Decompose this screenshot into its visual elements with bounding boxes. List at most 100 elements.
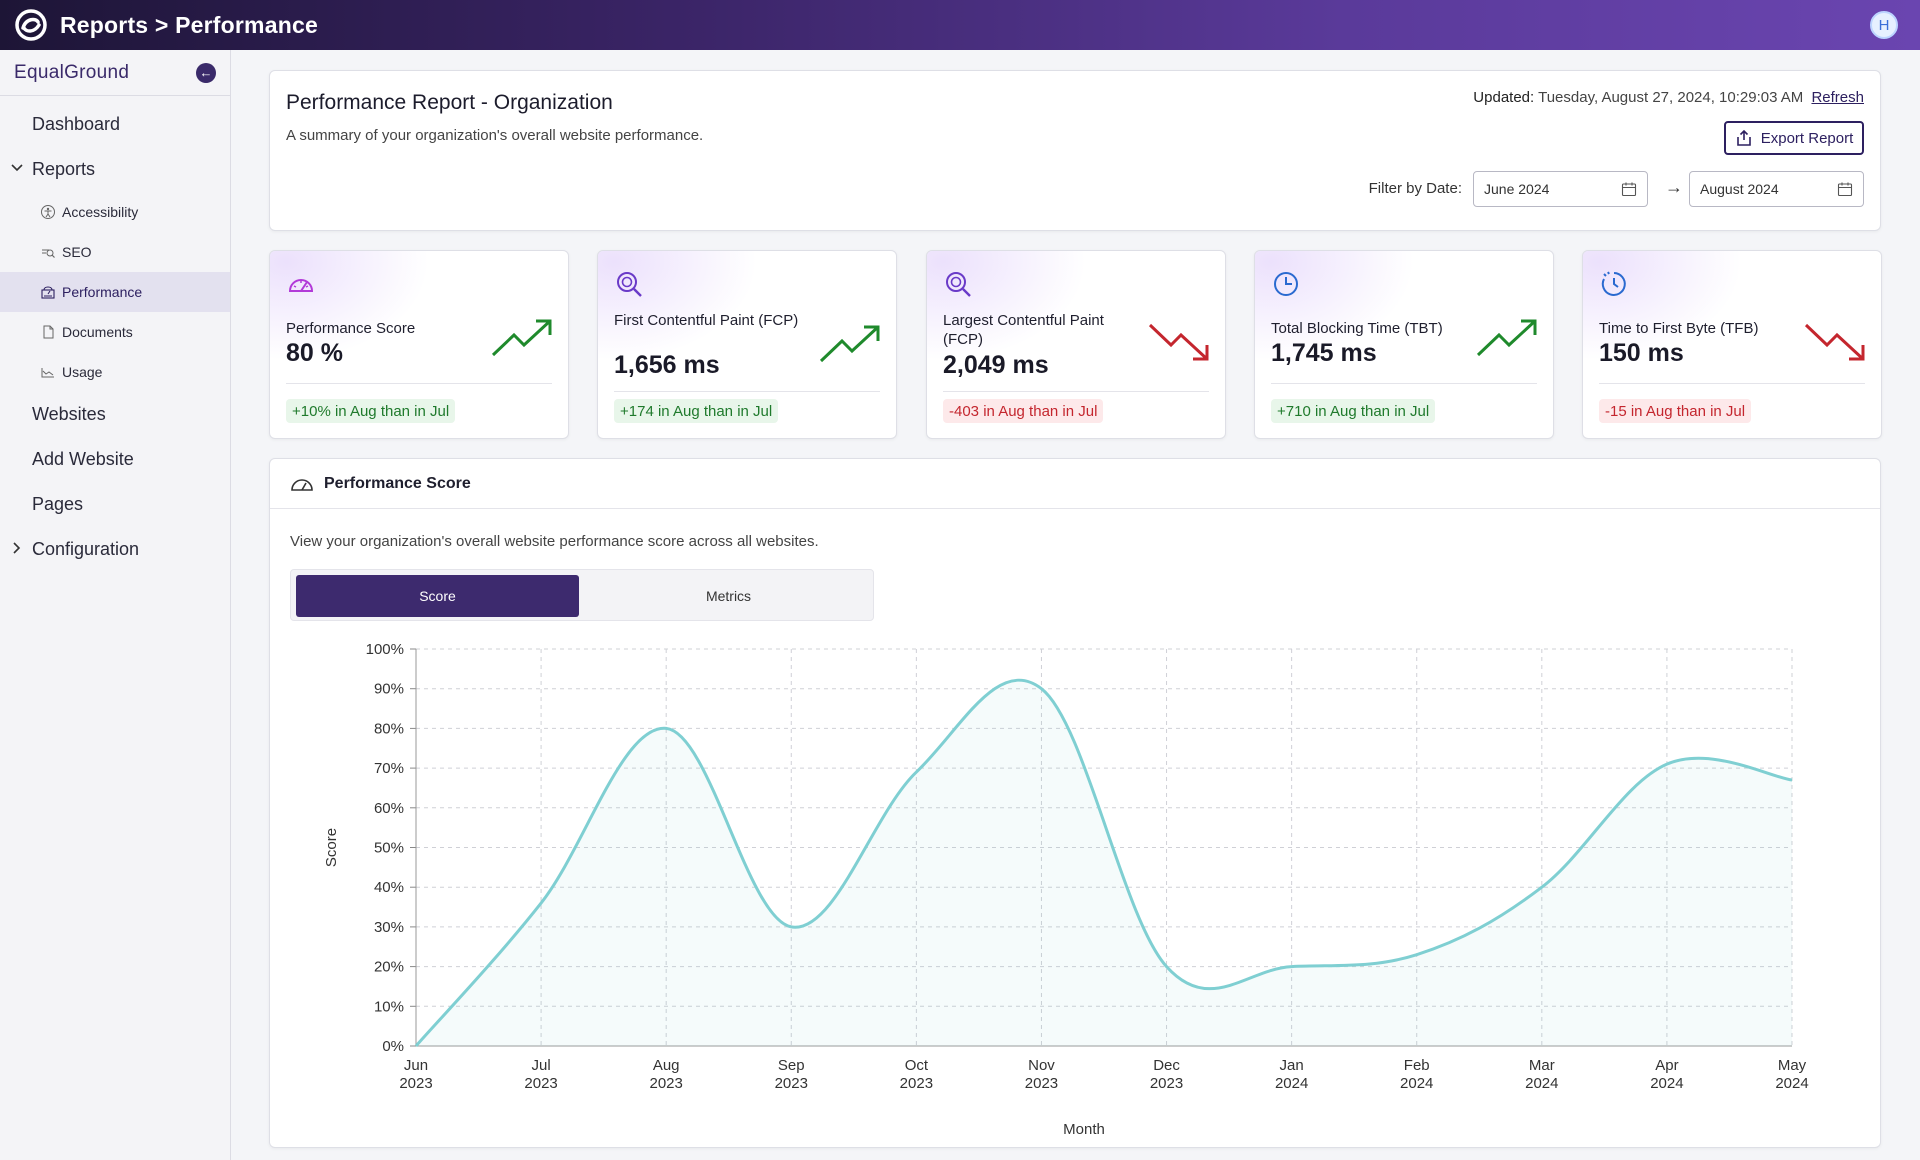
trend-up-icon [1476,319,1537,357]
y-tick-label: 20% [374,959,404,976]
sidebar-brand: EqualGround ← [0,50,230,96]
start-date-input[interactable]: June 2024 [1473,171,1648,207]
sidebar-item-pages[interactable]: Pages [0,482,230,527]
sidebar-item-performance[interactable]: Performance [0,272,230,312]
sidebar-item-websites[interactable]: Websites [0,392,230,437]
usage-icon [40,364,56,380]
metric-value: 150 ms [1599,339,1684,367]
chart-view-toggle: Score Metrics [290,569,874,621]
metric-card-fcp: First Contentful Paint (FCP) 1,656 ms +1… [597,250,897,439]
sidebar-item-dashboard[interactable]: Dashboard [0,102,230,147]
metric-change-badge: -15 in Aug than in Jul [1599,399,1752,423]
chart-section-description: View your organization's overall website… [290,533,819,550]
calendar-icon[interactable] [1621,181,1637,197]
performance-score-line-chart: 0%10%20%30%40%50%60%70%80%90%100%Jun2023… [323,641,1809,1138]
x-tick-label-month: Jul [531,1057,550,1074]
updated-label: Updated: [1473,89,1535,106]
x-tick-label-month: Oct [905,1057,929,1074]
y-tick-label: 90% [374,681,404,698]
chart-card-header: Performance Score [270,459,1880,509]
x-tick-label-month: Apr [1655,1057,1678,1074]
breadcrumb: Reports > Performance [60,11,318,38]
metric-card-tbt: Total Blocking Time (TBT) 1,745 ms +710 … [1254,250,1554,439]
y-tick-label: 0% [382,1038,404,1055]
sidebar-item-seo[interactable]: SEO [0,232,230,272]
divider [614,391,880,392]
tab-score[interactable]: Score [296,575,579,617]
arrow-right-icon: → [1665,177,1683,197]
divider [286,383,552,384]
app-logo-icon[interactable] [14,8,48,42]
sidebar-item-documents[interactable]: Documents [0,312,230,352]
sidebar-item-label: Pages [32,494,84,514]
sidebar-item-label: Accessibility [62,204,139,220]
x-tick-label-month: Feb [1404,1057,1430,1074]
sidebar-item-label: Performance [62,284,143,300]
sidebar-item-label: SEO [62,244,92,260]
page-description: A summary of your organization's overall… [286,127,704,144]
divider [943,391,1209,392]
metric-card-ttfb: Time to First Byte (TFB) 150 ms -15 in A… [1582,250,1882,439]
metric-change-badge: +710 in Aug than in Jul [1271,399,1436,423]
updated-value: Tuesday, August 27, 2024, 10:29:03 AM [1538,89,1804,106]
sidebar-item-configuration[interactable]: Configuration [0,527,230,572]
x-tick-label-year: 2024 [1525,1075,1558,1092]
x-tick-label-year: 2023 [900,1075,933,1092]
end-date-input[interactable]: August 2024 [1689,171,1864,207]
trend-up-icon [819,325,880,363]
x-tick-label-year: 2023 [775,1075,808,1092]
refresh-link[interactable]: Refresh [1811,89,1864,106]
y-axis-label: Score [323,828,340,867]
collapse-sidebar-icon[interactable]: ← [196,62,216,83]
x-tick-label-year: 2024 [1400,1075,1433,1092]
metric-label: Performance Score [286,320,416,337]
x-tick-label-year: 2023 [399,1075,432,1092]
card-glow [927,251,1087,361]
x-tick-label-year: 2024 [1650,1075,1683,1092]
calendar-icon[interactable] [1837,181,1853,197]
end-date-value: August 2024 [1700,181,1779,197]
x-tick-label-month: Jun [404,1057,428,1074]
metric-label: Total Blocking Time (TBT) [1271,320,1443,337]
x-tick-label-month: Mar [1529,1057,1555,1074]
tab-metrics[interactable]: Metrics [705,588,752,604]
sidebar-item-label: Reports [32,159,96,179]
chevron-down-icon [10,161,28,178]
series-area-fill [416,680,1792,1046]
y-tick-label: 10% [374,998,404,1015]
x-tick-label-year: 2024 [1275,1075,1308,1092]
document-icon [40,324,56,340]
metric-value: 1,656 ms [614,351,720,379]
performance-score-chart-card: Performance Score View your organization… [269,458,1881,1148]
x-tick-label-year: 2023 [649,1075,682,1092]
y-tick-label: 60% [374,800,404,817]
trend-down-icon [1148,323,1209,361]
x-tick-label-month: May [1778,1057,1807,1074]
brand-name: EqualGround [14,61,130,83]
card-glow [1583,251,1743,361]
export-report-button[interactable]: Export Report [1724,121,1864,155]
sidebar-item-label: Usage [62,364,103,380]
sidebar-item-reports[interactable]: Reports [0,147,230,192]
metric-card-performance-score: Performance Score 80 % +10% in Aug than … [269,250,569,439]
seo-icon [40,244,56,260]
metric-value: 80 % [286,339,343,367]
y-tick-label: 40% [374,879,404,896]
sidebar-item-usage[interactable]: Usage [0,352,230,392]
sidebar: EqualGround ← Dashboard Reports Accessib… [0,50,231,1160]
gauge-icon [288,279,314,292]
metric-label: Time to First Byte (TFB) [1599,320,1759,337]
accessibility-icon [40,204,56,220]
start-date-value: June 2024 [1484,181,1550,197]
magnify-icon [617,272,642,297]
divider [1599,383,1865,384]
updated-timestamp: Updated: Tuesday, August 27, 2024, 10:29… [1473,89,1864,106]
page-title: Performance Report - Organization [286,91,613,114]
y-tick-label: 70% [374,760,404,777]
sidebar-item-add-website[interactable]: Add Website [0,437,230,482]
sidebar-item-accessibility[interactable]: Accessibility [0,192,230,232]
x-tick-label-month: Sep [778,1057,805,1074]
timer-icon [1601,271,1626,296]
x-tick-label-year: 2024 [1775,1075,1808,1092]
avatar[interactable]: H [1870,11,1898,39]
